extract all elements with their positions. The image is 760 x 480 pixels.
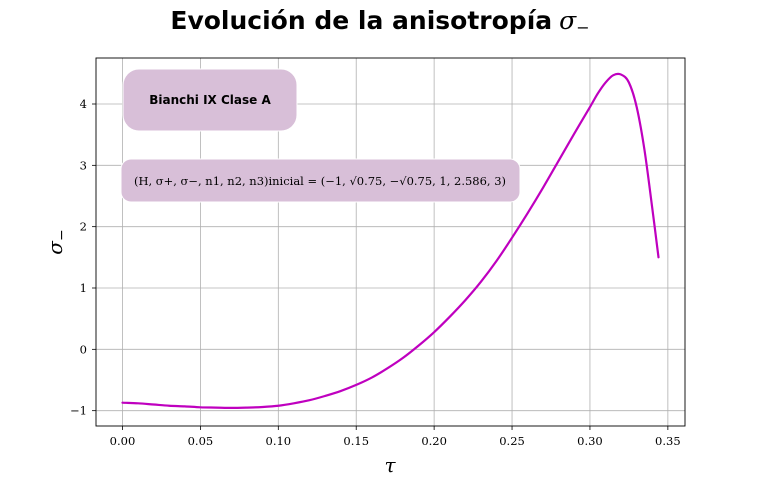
x-tick-label: 0.30	[577, 434, 603, 448]
chart-title-text: Evolución de la anisotropía	[170, 6, 552, 35]
chart-title-symbol-sub: −	[576, 18, 589, 37]
annotation-model-box	[122, 68, 298, 132]
chart-title-symbol: σ	[559, 6, 577, 35]
y-tick-label: 2	[80, 220, 87, 234]
x-axis-label: τ	[384, 453, 396, 477]
y-axis-label: σ−	[43, 229, 70, 254]
y-tick-label: 0	[80, 342, 87, 356]
annotation-model-text: Bianchi IX Clase A	[149, 93, 271, 107]
x-tick-label: 0.25	[499, 434, 525, 448]
svg-text:σ−: σ−	[43, 229, 70, 254]
y-tick-label: 3	[80, 158, 87, 172]
y-tick-label: 1	[80, 281, 87, 295]
x-tick-label: 0.20	[421, 434, 447, 448]
x-tick-label: 0.15	[343, 434, 369, 448]
x-tick-label: 0.05	[188, 434, 214, 448]
ticks: 0.00 0.05 0.10 0.15 0.20 0.25 0.30 0.35 −1 0 1 2 3 4	[70, 97, 681, 448]
y-tick-label: −1	[70, 404, 87, 418]
y-axis-label-symbol: σ	[43, 240, 67, 255]
y-axis-label-sub: −	[54, 229, 70, 241]
plot-frame	[95, 57, 686, 427]
annotation-initial-text: (H, σ+, σ−, n1, n2, n3)inicial = (−1, √0…	[134, 175, 506, 188]
x-tick-label: 0.10	[266, 434, 292, 448]
annotation-initial-box	[120, 158, 521, 203]
series-line	[121, 72, 660, 410]
annotation-initial: (H, σ+, σ−, n1, n2, n3)inicial = (−1, √0…	[120, 158, 521, 203]
x-tick-label: 0.35	[655, 434, 681, 448]
chart-title: Evolución de la anisotropía σ−	[170, 6, 589, 37]
annotation-model: Bianchi IX Clase A	[122, 68, 298, 132]
x-tick-label: 0.00	[110, 434, 136, 448]
y-tick-label: 4	[80, 97, 87, 111]
